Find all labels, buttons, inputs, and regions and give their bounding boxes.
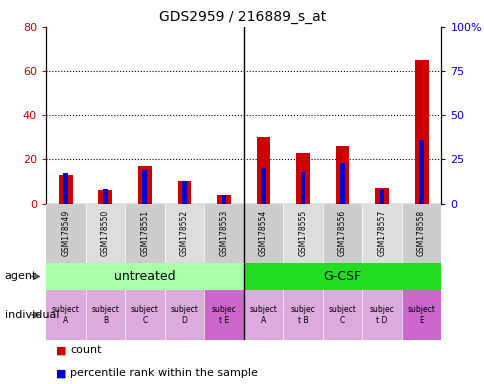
Text: percentile rank within the sample: percentile rank within the sample	[70, 368, 257, 379]
Text: subject
D: subject D	[170, 305, 198, 324]
Text: GSM178556: GSM178556	[337, 210, 347, 257]
Bar	[401, 204, 440, 263]
Bar	[374, 188, 388, 204]
Text: subject
C: subject C	[131, 305, 158, 324]
Text: subject
A: subject A	[52, 305, 79, 324]
Text: GSM178553: GSM178553	[219, 210, 228, 257]
Text: subjec
t E: subjec t E	[211, 305, 236, 324]
Bar	[362, 204, 401, 263]
Bar	[362, 290, 401, 340]
Text: subject
A: subject A	[249, 305, 277, 324]
Bar	[283, 290, 322, 340]
Text: GSM178552: GSM178552	[180, 210, 189, 257]
Bar	[418, 140, 423, 204]
Bar	[204, 290, 243, 340]
Text: individual: individual	[5, 310, 59, 320]
Bar	[283, 204, 322, 263]
Bar	[46, 204, 86, 263]
Bar	[322, 290, 362, 340]
Bar	[414, 60, 428, 204]
Text: GDS2959 / 216889_s_at: GDS2959 / 216889_s_at	[159, 10, 325, 23]
Bar	[243, 290, 283, 340]
Bar	[339, 163, 344, 204]
Bar	[86, 290, 125, 340]
Text: GSM178554: GSM178554	[258, 210, 268, 257]
Bar	[98, 190, 112, 204]
Text: subjec
t D: subjec t D	[369, 305, 393, 324]
Text: count: count	[70, 345, 102, 356]
Bar	[216, 195, 230, 204]
Text: GSM178550: GSM178550	[101, 210, 110, 257]
Bar	[46, 263, 243, 290]
Bar	[379, 189, 384, 204]
Bar	[86, 204, 125, 263]
Bar	[177, 182, 191, 204]
Text: GSM178555: GSM178555	[298, 210, 307, 257]
Text: agent: agent	[5, 271, 37, 281]
Bar	[204, 204, 243, 263]
Bar	[401, 290, 440, 340]
Text: subject
E: subject E	[407, 305, 435, 324]
Text: GSM178557: GSM178557	[377, 210, 386, 257]
Text: GSM178558: GSM178558	[416, 210, 425, 257]
Bar	[63, 174, 68, 204]
Bar	[125, 204, 165, 263]
Bar	[125, 290, 165, 340]
Bar	[322, 204, 362, 263]
Bar	[295, 153, 309, 204]
Text: G-CSF: G-CSF	[323, 270, 361, 283]
Text: subject
B: subject B	[91, 305, 119, 324]
Text: ■: ■	[56, 368, 66, 379]
Bar	[221, 195, 226, 204]
Bar	[256, 137, 270, 204]
Bar	[103, 189, 107, 204]
Text: GSM178549: GSM178549	[61, 210, 70, 257]
Bar	[137, 166, 151, 204]
Bar	[46, 290, 86, 340]
Bar	[300, 172, 305, 204]
Text: subjec
t B: subjec t B	[290, 305, 315, 324]
Bar	[165, 204, 204, 263]
Text: subject
C: subject C	[328, 305, 356, 324]
Bar	[335, 146, 349, 204]
Bar	[243, 204, 283, 263]
Bar	[260, 168, 265, 204]
Text: untreated: untreated	[114, 270, 175, 283]
Text: GSM178551: GSM178551	[140, 210, 149, 257]
Bar	[165, 290, 204, 340]
Bar	[142, 170, 147, 204]
Bar	[59, 175, 73, 204]
Text: ■: ■	[56, 345, 66, 356]
Bar	[182, 180, 186, 204]
Bar	[243, 263, 440, 290]
